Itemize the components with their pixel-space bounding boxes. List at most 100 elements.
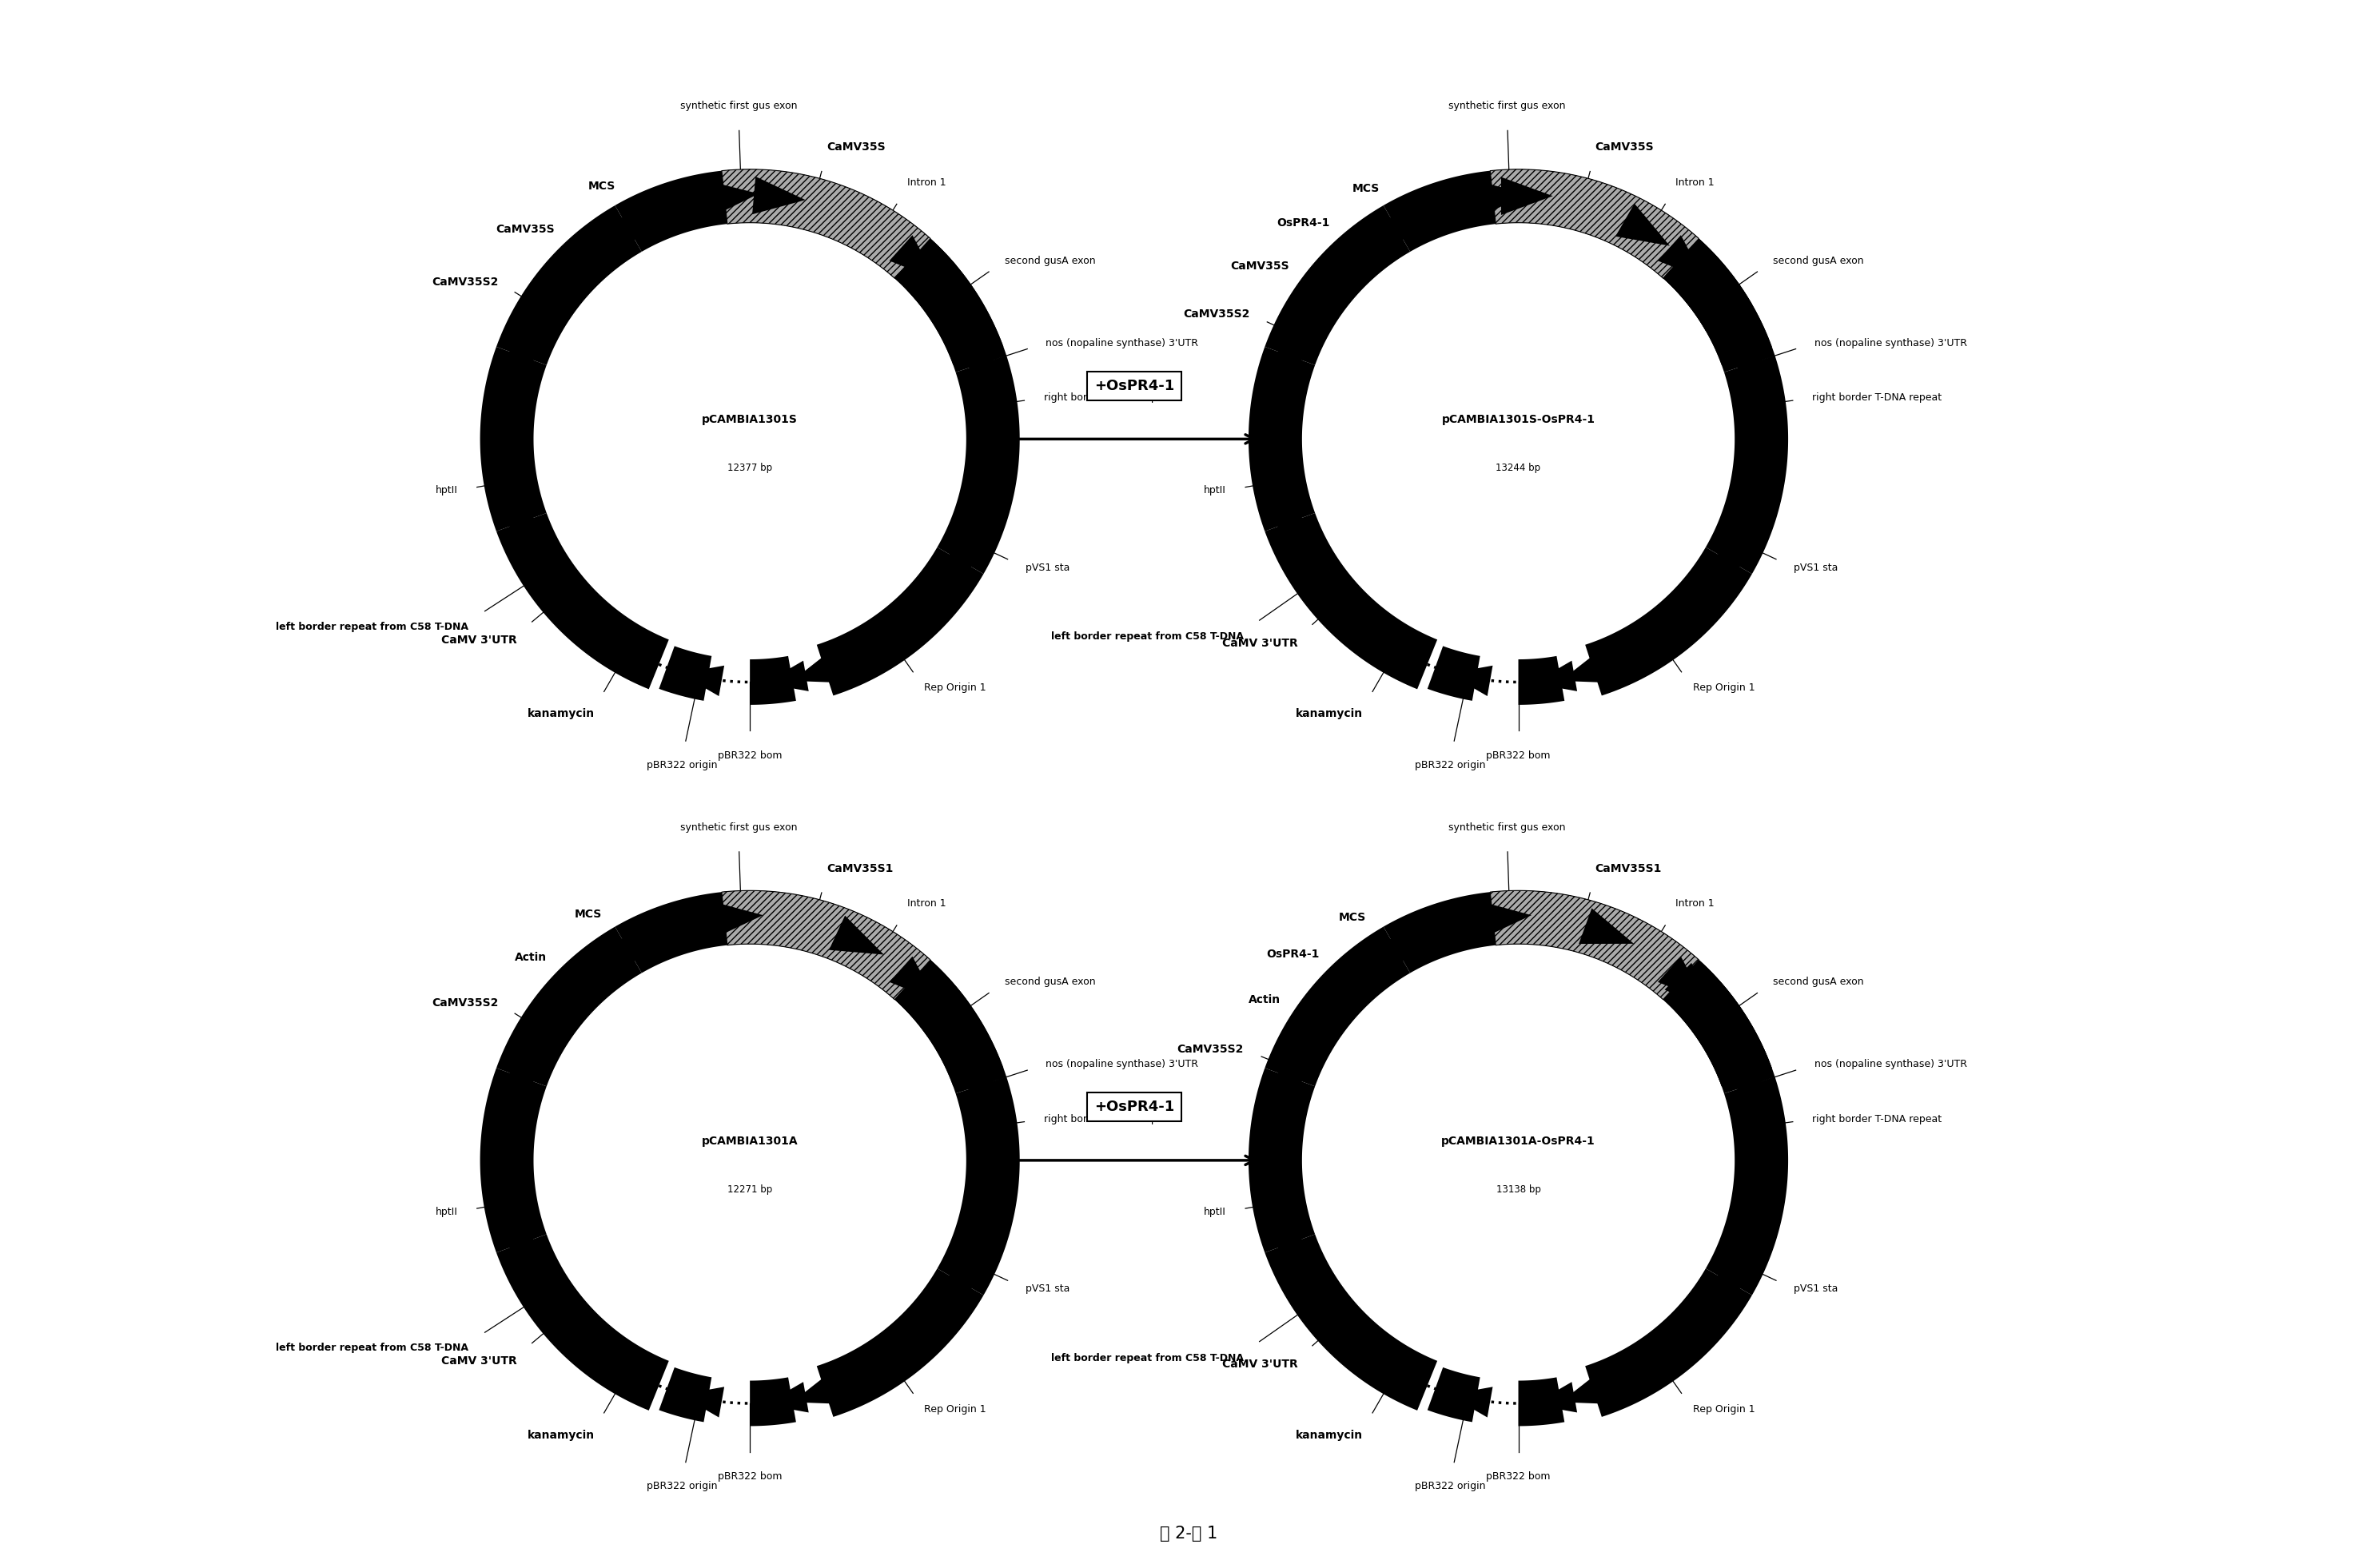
Polygon shape — [1712, 536, 1755, 591]
Polygon shape — [1496, 891, 1610, 956]
Text: right border T-DNA repeat: right border T-DNA repeat — [1044, 392, 1172, 403]
Text: hptII: hptII — [435, 486, 459, 495]
Polygon shape — [958, 342, 994, 397]
Text: pCAMBIA1301A-OsPR4-1: pCAMBIA1301A-OsPR4-1 — [1441, 1135, 1596, 1146]
Polygon shape — [830, 916, 885, 955]
Polygon shape — [706, 902, 759, 939]
Text: pVS1 sta: pVS1 sta — [1793, 1284, 1838, 1294]
Text: pBR322 bom: pBR322 bom — [1486, 1471, 1550, 1482]
Polygon shape — [1534, 660, 1577, 691]
Polygon shape — [1579, 908, 1634, 944]
Polygon shape — [1427, 646, 1479, 701]
Text: MCS: MCS — [1353, 182, 1379, 194]
Polygon shape — [497, 513, 668, 690]
Text: CaMV 3'UTR: CaMV 3'UTR — [1222, 638, 1298, 649]
Polygon shape — [509, 489, 545, 544]
Polygon shape — [497, 1044, 533, 1099]
Polygon shape — [706, 180, 759, 218]
Polygon shape — [1491, 169, 1772, 365]
Polygon shape — [1265, 1044, 1301, 1099]
Polygon shape — [604, 933, 659, 975]
Polygon shape — [1703, 293, 1745, 348]
Polygon shape — [1265, 513, 1436, 690]
Polygon shape — [1586, 1269, 1753, 1417]
Polygon shape — [1724, 1055, 1760, 1110]
Text: 13138 bp: 13138 bp — [1496, 1184, 1541, 1195]
Polygon shape — [842, 916, 970, 1036]
Text: second gusA exon: second gusA exon — [1774, 977, 1864, 988]
Text: Rep Origin 1: Rep Origin 1 — [925, 682, 987, 693]
Polygon shape — [749, 1377, 797, 1425]
Polygon shape — [1384, 892, 1501, 974]
Text: right border T-DNA repeat: right border T-DNA repeat — [1044, 1113, 1172, 1124]
Polygon shape — [1265, 323, 1301, 378]
Polygon shape — [763, 1381, 809, 1413]
Polygon shape — [1384, 169, 1517, 252]
Text: hptII: hptII — [1203, 486, 1227, 495]
Text: left border repeat from C58 T-DNA: left border repeat from C58 T-DNA — [276, 1342, 468, 1353]
Polygon shape — [721, 891, 1004, 1087]
Polygon shape — [792, 648, 847, 684]
Polygon shape — [721, 169, 930, 278]
Polygon shape — [894, 960, 1006, 1093]
Text: nos (nopaline synthase) 3'UTR: nos (nopaline synthase) 3'UTR — [1046, 337, 1199, 348]
Text: CaMV 3'UTR: CaMV 3'UTR — [442, 1356, 516, 1367]
Text: synthetic first gus exon: synthetic first gus exon — [680, 100, 797, 111]
Text: +OsPR4-1: +OsPR4-1 — [1094, 1099, 1175, 1115]
Text: Intron 1: Intron 1 — [1676, 177, 1715, 188]
Text: Actin: Actin — [1248, 994, 1279, 1005]
Text: right border T-DNA repeat: right border T-DNA repeat — [1812, 1113, 1940, 1124]
Polygon shape — [497, 205, 642, 365]
Polygon shape — [1560, 1369, 1615, 1405]
Polygon shape — [1665, 963, 1715, 1013]
Polygon shape — [816, 547, 984, 696]
Text: CaMV35S: CaMV35S — [828, 141, 885, 152]
Polygon shape — [1560, 648, 1615, 684]
Text: Rep Origin 1: Rep Origin 1 — [925, 1403, 987, 1414]
Text: hptII: hptII — [435, 1207, 459, 1217]
Text: left border repeat from C58 T-DNA: left border repeat from C58 T-DNA — [1051, 1353, 1244, 1363]
Text: kanamycin: kanamycin — [528, 709, 594, 720]
Polygon shape — [721, 891, 930, 999]
Text: pBR322 origin: pBR322 origin — [647, 760, 718, 770]
Text: pBR322 origin: pBR322 origin — [1415, 1482, 1486, 1491]
Polygon shape — [1534, 1381, 1577, 1413]
Polygon shape — [1712, 1258, 1755, 1312]
Polygon shape — [1448, 665, 1493, 696]
Text: kanamycin: kanamycin — [1296, 1430, 1363, 1441]
Polygon shape — [1474, 902, 1527, 939]
Text: pVS1 sta: pVS1 sta — [1793, 563, 1838, 572]
Polygon shape — [659, 646, 711, 701]
Polygon shape — [763, 660, 809, 691]
Text: hptII: hptII — [1203, 1207, 1227, 1217]
Polygon shape — [768, 171, 956, 299]
Polygon shape — [725, 891, 863, 964]
Polygon shape — [480, 1068, 547, 1253]
Text: nos (nopaline synthase) 3'UTR: nos (nopaline synthase) 3'UTR — [1046, 1058, 1199, 1069]
Text: nos (nopaline synthase) 3'UTR: nos (nopaline synthase) 3'UTR — [1814, 337, 1967, 348]
Polygon shape — [1517, 169, 1653, 252]
Polygon shape — [1427, 1367, 1479, 1422]
Polygon shape — [1501, 177, 1553, 215]
Polygon shape — [944, 536, 984, 591]
Polygon shape — [911, 257, 958, 309]
Text: pBR322 origin: pBR322 origin — [1415, 760, 1486, 770]
Polygon shape — [659, 1367, 711, 1422]
Polygon shape — [937, 1077, 1020, 1295]
Polygon shape — [1265, 1234, 1436, 1411]
Text: CaMV35S: CaMV35S — [1596, 141, 1655, 152]
Polygon shape — [749, 655, 797, 704]
Text: 12377 bp: 12377 bp — [728, 463, 773, 474]
Text: nos (nopaline synthase) 3'UTR: nos (nopaline synthase) 3'UTR — [1814, 1058, 1967, 1069]
Polygon shape — [1657, 235, 1705, 279]
Polygon shape — [1615, 204, 1669, 246]
Polygon shape — [721, 169, 1004, 365]
Polygon shape — [1672, 969, 1772, 1087]
Polygon shape — [1705, 356, 1788, 574]
Text: CaMV35S2: CaMV35S2 — [1177, 1044, 1244, 1055]
Text: pBR322 bom: pBR322 bom — [1486, 750, 1550, 760]
Text: +OsPR4-1: +OsPR4-1 — [1094, 378, 1175, 394]
Text: CaMV35S: CaMV35S — [1229, 260, 1289, 271]
Polygon shape — [1474, 180, 1527, 218]
Polygon shape — [1491, 891, 1698, 999]
